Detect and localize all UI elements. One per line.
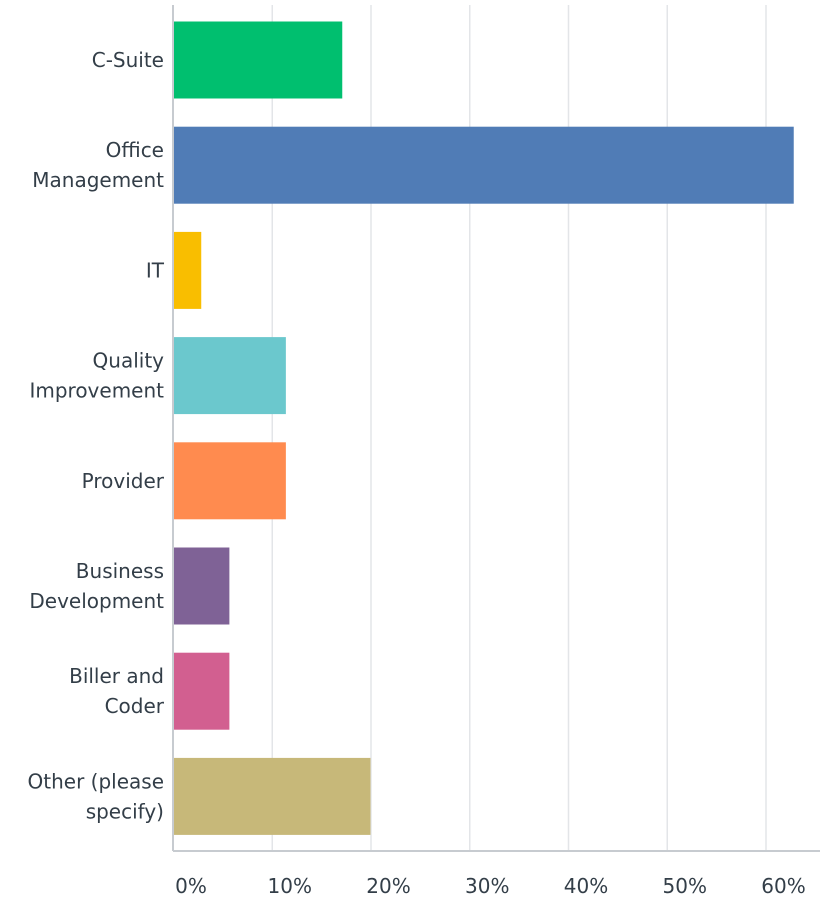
- category-label-quality-improvement: Quality Improvement: [29, 349, 164, 403]
- bar-other-please-specify: [173, 757, 371, 835]
- category-label-line: Improvement: [29, 379, 164, 403]
- x-tick-label-20: 20%: [366, 874, 410, 898]
- category-label-provider: Provider: [82, 469, 165, 493]
- category-label-line: IT: [146, 258, 165, 282]
- category-label-other-please-specify: Other (please specify): [28, 769, 164, 823]
- category-label-biller-and-coder: Biller and Coder: [69, 664, 165, 718]
- category-label-office-management: Office Management: [32, 138, 164, 192]
- category-label-c-suite: C-Suite: [92, 48, 164, 72]
- category-label-line: Coder: [105, 694, 165, 718]
- x-tick-label-60: 60%: [761, 874, 805, 898]
- x-tick-labels: 0% 10% 20% 30% 40% 50% 60%: [175, 874, 806, 898]
- bar-biller-and-coder: [173, 652, 230, 730]
- bar-quality-improvement: [173, 337, 286, 415]
- category-label-line: specify): [86, 799, 164, 823]
- category-label-line: Quality: [93, 349, 165, 373]
- category-label-line: Office: [106, 138, 164, 162]
- axes: [172, 5, 820, 852]
- category-label-it: IT: [146, 258, 165, 282]
- x-tick-label-0: 0%: [175, 874, 207, 898]
- bar-provider: [173, 442, 286, 520]
- category-label-line: Other (please: [28, 769, 164, 793]
- category-label-line: Development: [29, 589, 164, 613]
- bar-business-development: [173, 547, 230, 625]
- category-label-line: Business: [76, 559, 164, 583]
- x-tick-label-10: 10%: [268, 874, 312, 898]
- category-label-line: Biller and: [69, 664, 164, 688]
- category-label-line: Management: [32, 168, 164, 192]
- bar-it: [173, 231, 202, 309]
- category-label-business-development: Business Development: [29, 559, 164, 613]
- x-tick-label-50: 50%: [663, 874, 707, 898]
- bar-c-suite: [173, 21, 343, 99]
- category-labels: C-Suite Office Management IT Quality Improvem…: [28, 48, 165, 823]
- x-tick-label-30: 30%: [465, 874, 509, 898]
- x-tick-label-40: 40%: [564, 874, 608, 898]
- bars: [173, 21, 794, 835]
- category-label-line: C-Suite: [92, 48, 164, 72]
- category-label-line: Provider: [82, 469, 165, 493]
- bar-office-management: [173, 126, 794, 204]
